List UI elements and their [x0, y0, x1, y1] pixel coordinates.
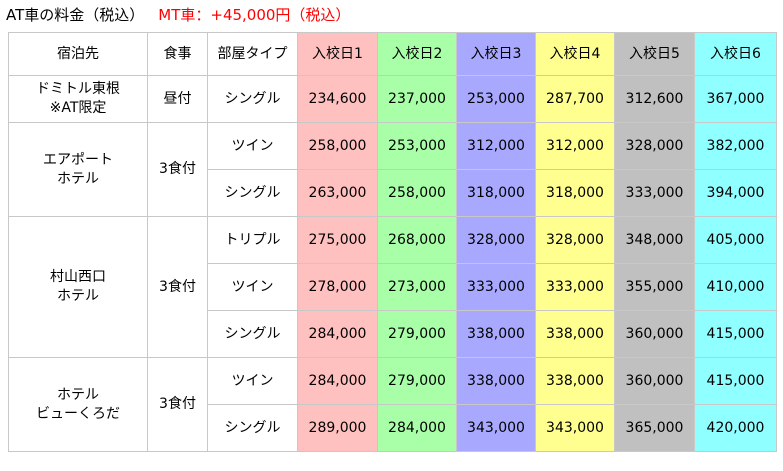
place-cell: 村山西口 ホテル	[8, 216, 148, 358]
price-cell: 253,000	[377, 122, 457, 170]
price-cell: 360,000	[614, 310, 695, 358]
price-cell: 253,000	[456, 75, 536, 123]
meal-cell: 3食付	[147, 216, 208, 358]
price-cell: 234,600	[297, 75, 378, 123]
place-name-line: ビューくろだ	[36, 405, 120, 422]
price-cell: 258,000	[297, 122, 378, 170]
header-place: 宿泊先	[8, 32, 148, 76]
table-row: 村山西口 ホテル 3食付 トリプル 275,000 268,000 328,00…	[8, 216, 777, 358]
header-date-5: 入校日5	[614, 32, 695, 76]
header-date-4: 入校日4	[535, 32, 615, 76]
price-cell: 333,000	[535, 263, 615, 311]
at-price-title: AT車の料金（税込）	[6, 6, 145, 24]
price-cell: 343,000	[456, 404, 536, 452]
price-cell: 279,000	[377, 310, 457, 358]
table-row: ツイン 278,000 273,000 333,000 333,000 355,…	[9, 263, 777, 311]
price-cell: 279,000	[377, 357, 457, 405]
place-cell: ホテル ビューくろだ	[8, 357, 148, 452]
price-cell: 318,000	[535, 169, 615, 217]
price-cell: 284,000	[297, 357, 378, 405]
price-cell: 289,000	[297, 404, 378, 452]
table-row: シングル 289,000 284,000 343,000 343,000 365…	[9, 404, 777, 452]
price-cell: 237,000	[377, 75, 457, 123]
price-table: 宿泊先 食事 部屋タイプ 入校日1 入校日2 入校日3 入校日4 入校日5 入校…	[8, 32, 777, 452]
meal-cell: 3食付	[147, 357, 208, 452]
price-cell: 312,600	[614, 75, 695, 123]
mt-surcharge-note: MT車：+45,000円（税込）	[158, 6, 351, 24]
price-cell: 338,000	[535, 310, 615, 358]
price-cell: 355,000	[614, 263, 695, 311]
price-cell: 338,000	[456, 310, 536, 358]
price-cell: 415,000	[694, 357, 777, 405]
room-type-cell: ツイン	[207, 263, 298, 311]
table-row: ホテル ビューくろだ 3食付 ツイン 284,000 279,000 338,0…	[8, 357, 777, 452]
header-meal: 食事	[147, 32, 208, 76]
price-cell: 333,000	[456, 263, 536, 311]
header-date-3: 入校日3	[456, 32, 536, 76]
place-name-line: エアポート	[43, 151, 113, 168]
table-row: シングル 263,000 258,000 318,000 318,000 333…	[9, 169, 777, 217]
place-name-line: ホテル	[57, 170, 99, 187]
price-cell: 410,000	[694, 263, 777, 311]
room-type-cell: シングル	[207, 404, 298, 452]
price-cell: 405,000	[694, 216, 777, 264]
room-type-cell: ツイン	[207, 122, 298, 170]
room-type-cell: シングル	[207, 310, 298, 358]
price-cell: 328,000	[535, 216, 615, 264]
table-row: シングル 284,000 279,000 338,000 338,000 360…	[9, 310, 777, 358]
header-row: 宿泊先 食事 部屋タイプ 入校日1 入校日2 入校日3 入校日4 入校日5 入校…	[8, 32, 777, 76]
price-cell: 333,000	[614, 169, 695, 217]
header-date-2: 入校日2	[377, 32, 457, 76]
room-type-cell: ツイン	[207, 357, 298, 405]
price-cell: 367,000	[694, 75, 777, 123]
table-row: ドミトル東根 ※AT限定 昼付 シングル 234,600 237,000 253…	[8, 75, 777, 123]
price-cell: 275,000	[297, 216, 378, 264]
place-name-line: ※AT限定	[49, 100, 107, 116]
price-cell: 284,000	[377, 404, 457, 452]
header-room-type: 部屋タイプ	[207, 32, 298, 76]
price-cell: 415,000	[694, 310, 777, 358]
price-cell: 273,000	[377, 263, 457, 311]
price-cell: 268,000	[377, 216, 457, 264]
price-cell: 338,000	[456, 357, 536, 405]
header-date-6: 入校日6	[694, 32, 777, 76]
price-cell: 287,700	[535, 75, 615, 123]
header-date-1: 入校日1	[297, 32, 378, 76]
price-cell: 328,000	[614, 122, 695, 170]
price-cell: 365,000	[614, 404, 695, 452]
price-cell: 348,000	[614, 216, 695, 264]
price-cell: 312,000	[535, 122, 615, 170]
place-cell: エアポート ホテル	[8, 122, 148, 217]
room-type-cell: トリプル	[207, 216, 298, 264]
place-name-line: 村山西口	[50, 269, 106, 285]
place-name-line: ホテル	[57, 386, 99, 403]
meal-cell: 昼付	[147, 75, 208, 123]
price-title: AT車の料金（税込） MT車：+45,000円（税込）	[6, 4, 350, 26]
price-cell: 284,000	[297, 310, 378, 358]
price-cell: 394,000	[694, 169, 777, 217]
meal-cell: 3食付	[147, 122, 208, 217]
price-cell: 420,000	[694, 404, 777, 452]
price-cell: 343,000	[535, 404, 615, 452]
price-cell: 338,000	[535, 357, 615, 405]
price-cell: 318,000	[456, 169, 536, 217]
room-type-cell: シングル	[207, 75, 298, 123]
table-row: エアポート ホテル 3食付 ツイン 258,000 253,000 312,00…	[8, 122, 777, 217]
room-type-cell: シングル	[207, 169, 298, 217]
place-name-line: ドミトル東根	[36, 81, 120, 97]
price-cell: 360,000	[614, 357, 695, 405]
price-cell: 258,000	[377, 169, 457, 217]
price-cell: 328,000	[456, 216, 536, 264]
price-cell: 382,000	[694, 122, 777, 170]
price-cell: 278,000	[297, 263, 378, 311]
price-cell: 263,000	[297, 169, 378, 217]
place-cell: ドミトル東根 ※AT限定	[8, 75, 148, 123]
place-name-line: ホテル	[57, 288, 99, 304]
price-cell: 312,000	[456, 122, 536, 170]
